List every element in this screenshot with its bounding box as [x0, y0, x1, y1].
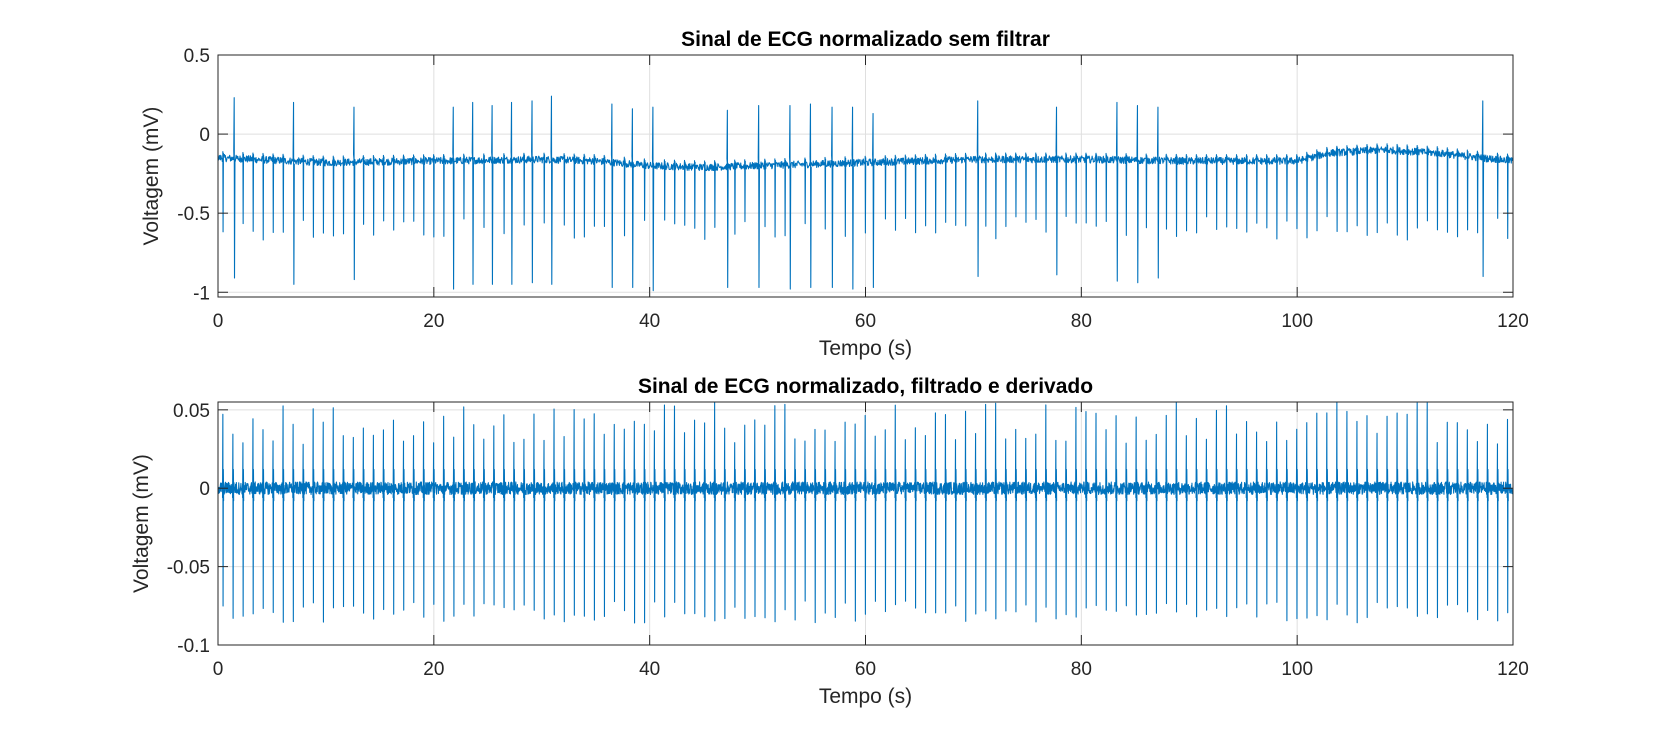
x-axis-label: Tempo (s): [819, 685, 912, 708]
y-tick-label: 0.05: [173, 401, 210, 422]
y-tick-labels: -0.1 -0.05 0 0.05: [167, 401, 210, 657]
x-tick-labels: 0 20 40 60 80 100 120: [213, 311, 1529, 332]
x-tick-label: 40: [639, 659, 660, 680]
y-tick-labels: -1 -0.5 0 0.5: [177, 46, 210, 304]
x-tick-label: 60: [855, 311, 876, 332]
x-tick-label: 60: [855, 659, 876, 680]
x-tick-label: 100: [1281, 659, 1313, 680]
x-tick-labels: 0 20 40 60 80 100 120: [213, 659, 1529, 680]
chart-title: Sinal de ECG normalizado, filtrado e der…: [638, 375, 1093, 398]
y-tick-label: 0: [199, 125, 210, 146]
y-axis-label: Voltagem (mV): [140, 107, 163, 246]
x-tick-label: 80: [1071, 659, 1092, 680]
chart-panel-filtered-derived-ecg: 0 20 40 60 80 100 120 -0.1 -0.05 0 0.05 Sinal de …: [130, 375, 1529, 708]
y-tick-label: -0.05: [167, 558, 210, 579]
y-tick-label: -0.5: [177, 204, 210, 225]
x-tick-label: 120: [1497, 659, 1529, 680]
x-tick-label: 0: [213, 311, 224, 332]
tick-marks: [217, 402, 1514, 646]
x-tick-label: 20: [423, 659, 444, 680]
y-tick-label: 0.5: [184, 46, 210, 67]
x-axis-label: Tempo (s): [819, 337, 912, 360]
x-tick-label: 100: [1281, 311, 1313, 332]
y-tick-label: 0: [199, 479, 210, 500]
y-axis-label: Voltagem (mV): [130, 454, 153, 593]
series-line-filtered-derived-ecg: [217, 401, 1514, 624]
plot-area: [217, 95, 1514, 292]
y-tick-label: -0.1: [177, 636, 210, 657]
x-tick-label: 120: [1497, 311, 1529, 332]
plot-area: [217, 401, 1514, 624]
tick-marks: [217, 54, 1514, 297]
x-tick-label: 0: [213, 659, 224, 680]
x-tick-label: 40: [639, 311, 660, 332]
x-tick-label: 80: [1071, 311, 1092, 332]
chart-title: Sinal de ECG normalizado sem filtrar: [681, 28, 1050, 51]
y-tick-label: -1: [193, 283, 210, 304]
series-line-raw-ecg: [217, 95, 1514, 292]
x-tick-label: 20: [423, 311, 444, 332]
chart-panel-raw-ecg: 0 20 40 60 80 100 120 -1 -0.5 0 0.5 Sinal de ECG …: [140, 28, 1529, 360]
